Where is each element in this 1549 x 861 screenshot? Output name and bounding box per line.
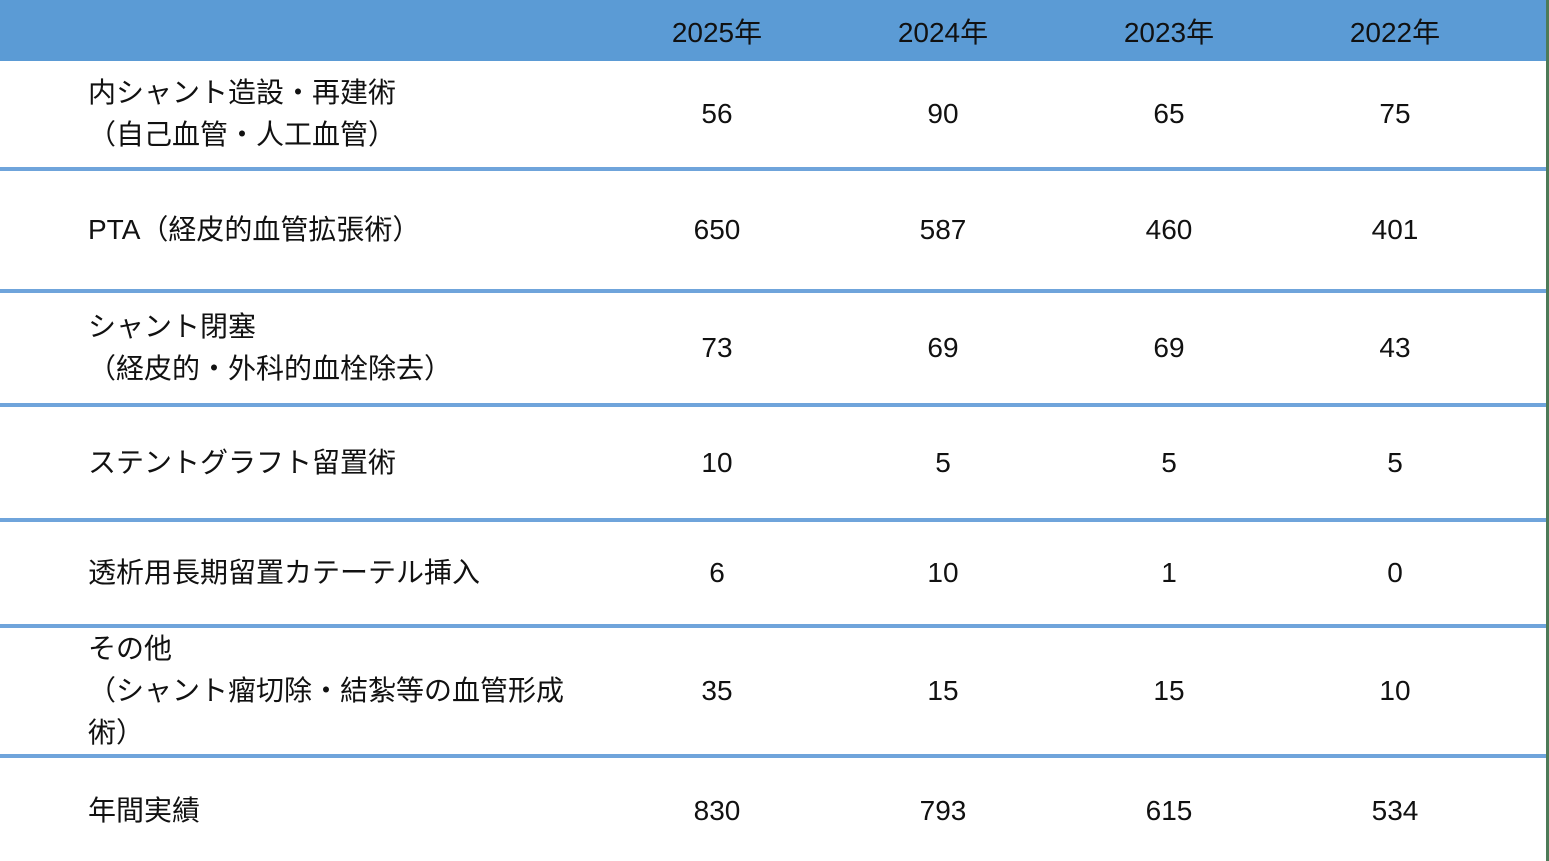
value-cell: 90 xyxy=(830,61,1056,171)
trailing-cell xyxy=(1508,407,1546,522)
value-cell: 43 xyxy=(1282,293,1508,407)
value-cell: 10 xyxy=(604,407,830,522)
trailing-cell xyxy=(1508,61,1546,171)
row-label: 内シャント造設・再建術 （自己血管・人工血管） xyxy=(0,61,604,171)
value-cell: 5 xyxy=(1282,407,1508,522)
row-label: シャント閉塞 （経皮的・外科的血栓除去） xyxy=(0,293,604,407)
table-row-stent-graft: ステントグラフト留置術 10 5 5 5 xyxy=(0,407,1546,522)
value-cell: 10 xyxy=(830,522,1056,628)
value-cell: 460 xyxy=(1056,171,1282,293)
trailing-cell xyxy=(1508,628,1546,758)
header-row: 2025年 2024年 2023年 2022年 xyxy=(0,0,1546,61)
trailing-cell xyxy=(1508,522,1546,628)
header-empty-cell xyxy=(0,0,604,61)
value-cell: 69 xyxy=(830,293,1056,407)
table-row-shunt-occlusion: シャント閉塞 （経皮的・外科的血栓除去） 73 69 69 43 xyxy=(0,293,1546,407)
value-cell: 650 xyxy=(604,171,830,293)
value-cell: 401 xyxy=(1282,171,1508,293)
table-row-shunt-construction: 内シャント造設・再建術 （自己血管・人工血管） 56 90 65 75 xyxy=(0,61,1546,171)
value-cell: 1 xyxy=(1056,522,1282,628)
right-edge-divider xyxy=(1546,0,1549,861)
value-cell: 830 xyxy=(604,758,830,861)
value-cell: 73 xyxy=(604,293,830,407)
trailing-cell xyxy=(1508,171,1546,293)
value-cell: 587 xyxy=(830,171,1056,293)
row-label: PTA（経皮的血管拡張術） xyxy=(0,171,604,293)
value-cell: 5 xyxy=(1056,407,1282,522)
column-header-2025: 2025年 xyxy=(604,0,830,61)
table-row-other: その他 （シャント瘤切除・結紮等の血管形成術） 35 15 15 10 xyxy=(0,628,1546,758)
value-cell: 65 xyxy=(1056,61,1282,171)
column-header-2023: 2023年 xyxy=(1056,0,1282,61)
value-cell: 615 xyxy=(1056,758,1282,861)
column-header-2024: 2024年 xyxy=(830,0,1056,61)
value-cell: 69 xyxy=(1056,293,1282,407)
row-label: ステントグラフト留置術 xyxy=(0,407,604,522)
trailing-cell xyxy=(1508,293,1546,407)
value-cell: 793 xyxy=(830,758,1056,861)
value-cell: 15 xyxy=(1056,628,1282,758)
value-cell: 56 xyxy=(604,61,830,171)
table-row-pta: PTA（経皮的血管拡張術） 650 587 460 401 xyxy=(0,171,1546,293)
trailing-cell xyxy=(1508,758,1546,861)
row-label: 年間実績 xyxy=(0,758,604,861)
row-label: 透析用長期留置カテーテル挿入 xyxy=(0,522,604,628)
value-cell: 5 xyxy=(830,407,1056,522)
table-row-catheter-insertion: 透析用長期留置カテーテル挿入 6 10 1 0 xyxy=(0,522,1546,628)
row-label: その他 （シャント瘤切除・結紮等の血管形成術） xyxy=(0,628,604,758)
column-header-2022: 2022年 xyxy=(1282,0,1508,61)
header-trailing-cell xyxy=(1508,0,1546,61)
table-row-annual-total: 年間実績 830 793 615 534 xyxy=(0,758,1546,861)
value-cell: 0 xyxy=(1282,522,1508,628)
value-cell: 75 xyxy=(1282,61,1508,171)
value-cell: 6 xyxy=(604,522,830,628)
value-cell: 534 xyxy=(1282,758,1508,861)
value-cell: 15 xyxy=(830,628,1056,758)
value-cell: 10 xyxy=(1282,628,1508,758)
value-cell: 35 xyxy=(604,628,830,758)
